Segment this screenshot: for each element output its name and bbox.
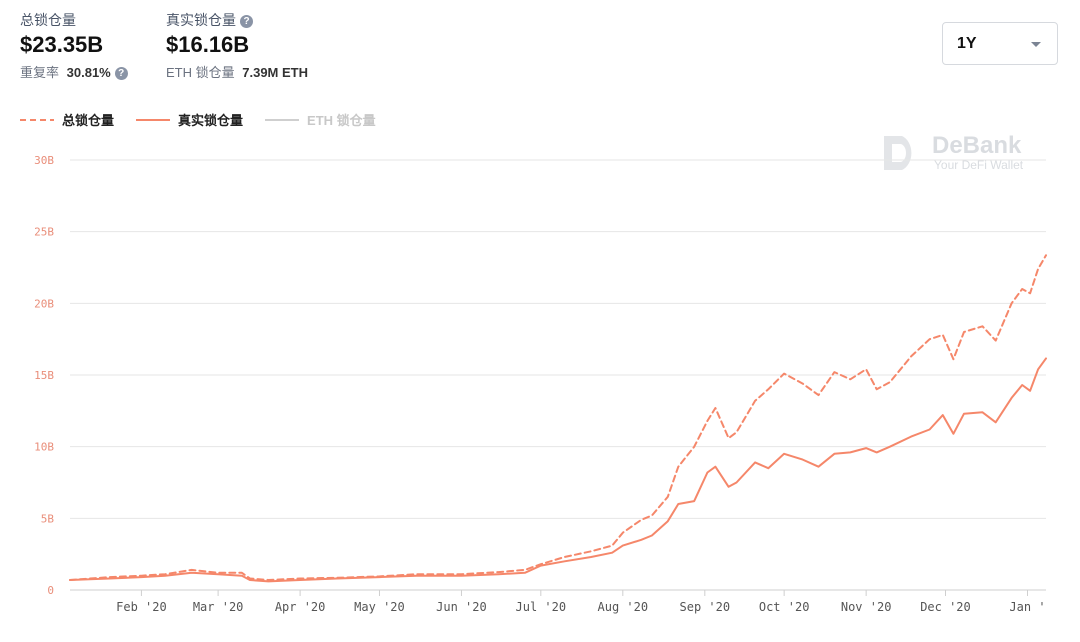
range-select[interactable]: 1Y: [942, 22, 1058, 65]
legend-item-eth[interactable]: ETH 锁仓量: [265, 110, 376, 129]
eth-locked-label: ETH 锁仓量: [166, 65, 235, 80]
x-tick-label: Mar '20: [193, 600, 244, 614]
x-tick-label: Dec '20: [920, 600, 971, 614]
series-line-total: [69, 254, 1047, 581]
x-tick-label: Jan ': [1009, 600, 1045, 614]
help-icon[interactable]: ?: [240, 15, 253, 28]
x-tick-label: Aug '20: [598, 600, 649, 614]
real-tvl-label: 真实锁仓量?: [166, 10, 253, 30]
x-tick-label: Jul '20: [516, 600, 567, 614]
series-line-real: [69, 357, 1047, 583]
y-tick-label: 15B: [34, 369, 54, 382]
x-tick-label: Jun '20: [436, 600, 487, 614]
debank-logo-icon: [884, 136, 912, 170]
repeat-rate-value: 30.81%: [66, 65, 111, 80]
y-tick-label: 20B: [34, 297, 54, 310]
eth-locked: ETH 锁仓量 7.39M ETH: [166, 62, 308, 81]
total-tvl-label: 总锁仓量: [20, 12, 76, 28]
x-tick-label: Apr '20: [275, 600, 326, 614]
y-tick-label: 0: [47, 584, 54, 597]
logo-tagline: Your DeFi Wallet: [934, 158, 1024, 172]
total-tvl-value: $23.35B: [20, 32, 104, 57]
real-tvl-value: $16.16B: [166, 32, 250, 57]
y-tick-label: 25B: [34, 226, 54, 239]
solid-line-icon: [136, 118, 171, 121]
y-tick-label: 30B: [34, 154, 54, 167]
solid-line-icon: [265, 118, 300, 121]
y-tick-label: 10B: [34, 441, 54, 454]
legend-label-eth: ETH 锁仓量: [307, 113, 376, 128]
debank-logo: DeBank Your DeFi Wallet: [880, 132, 1023, 177]
help-icon[interactable]: ?: [114, 67, 128, 80]
y-tick-label: 5B: [41, 512, 55, 525]
chart-legend: 总锁仓量 真实锁仓量 ETH 锁仓量: [20, 110, 376, 129]
legend-label-real: 真实锁仓量: [178, 113, 244, 128]
repeat-rate: 重复率 30.81%?: [20, 62, 128, 81]
real-tvl-stat: 真实锁仓量? $16.16B: [166, 10, 253, 58]
legend-item-real[interactable]: 真实锁仓量: [136, 110, 243, 129]
dashed-line-icon: [20, 118, 54, 121]
x-tick-label: May '20: [354, 600, 405, 614]
repeat-rate-label: 重复率: [20, 65, 60, 80]
x-tick-label: Oct '20: [759, 600, 810, 614]
x-tick-label: Nov '20: [841, 600, 892, 614]
legend-label-total: 总锁仓量: [62, 113, 115, 128]
chevron-down-icon: [1031, 42, 1041, 47]
range-select-value: 1Y: [957, 35, 977, 52]
total-tvl-stat: 总锁仓量 $23.35B: [20, 10, 103, 58]
legend-item-total[interactable]: 总锁仓量: [20, 110, 114, 129]
logo-brand: DeBank: [932, 132, 1022, 159]
real-tvl-label-text: 真实锁仓量: [166, 12, 236, 28]
x-tick-label: Feb '20: [116, 600, 167, 614]
x-tick-label: Sep '20: [680, 600, 731, 614]
eth-locked-value: 7.39M ETH: [242, 65, 308, 80]
